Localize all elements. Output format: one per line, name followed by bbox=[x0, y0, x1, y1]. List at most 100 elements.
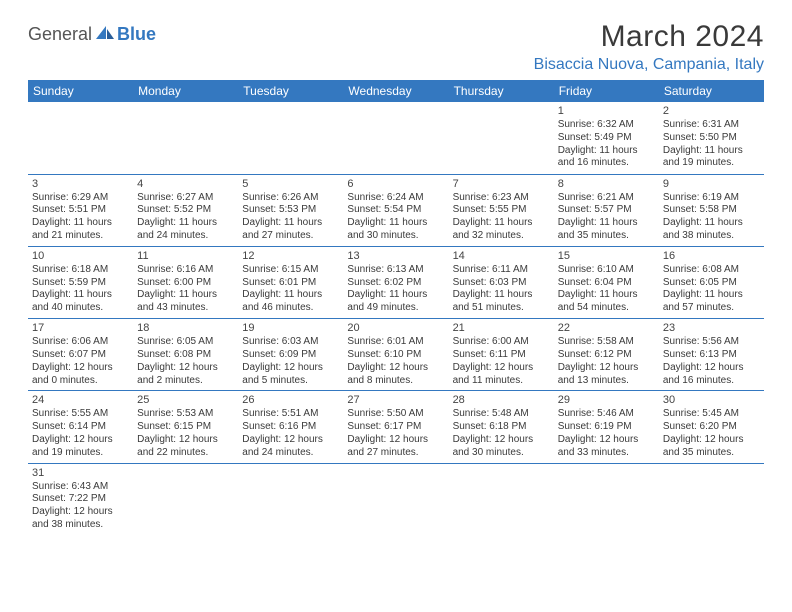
calendar-cell: 31Sunrise: 6:43 AMSunset: 7:22 PMDayligh… bbox=[28, 463, 133, 535]
calendar-cell: 15Sunrise: 6:10 AMSunset: 6:04 PMDayligh… bbox=[554, 246, 659, 318]
day-header: Friday bbox=[554, 80, 659, 102]
calendar-cell-empty bbox=[343, 102, 448, 174]
cell-line: Sunrise: 5:55 AM bbox=[32, 408, 129, 421]
cell-line: Sunrise: 6:03 AM bbox=[242, 336, 339, 349]
calendar-cell-empty bbox=[28, 102, 133, 174]
cell-line: Sunset: 6:15 PM bbox=[137, 421, 234, 434]
calendar-cell: 30Sunrise: 5:45 AMSunset: 6:20 PMDayligh… bbox=[659, 391, 764, 463]
calendar-cell: 29Sunrise: 5:46 AMSunset: 6:19 PMDayligh… bbox=[554, 391, 659, 463]
cell-line: Sunset: 5:57 PM bbox=[558, 204, 655, 217]
cell-line: Sunrise: 5:53 AM bbox=[137, 408, 234, 421]
cell-line: Daylight: 12 hours bbox=[663, 362, 760, 375]
day-number: 10 bbox=[32, 249, 129, 263]
day-header: Saturday bbox=[659, 80, 764, 102]
calendar-cell: 28Sunrise: 5:48 AMSunset: 6:18 PMDayligh… bbox=[449, 391, 554, 463]
cell-line: Sunrise: 5:50 AM bbox=[347, 408, 444, 421]
cell-line: and 43 minutes. bbox=[137, 302, 234, 315]
cell-line: Sunrise: 6:01 AM bbox=[347, 336, 444, 349]
calendar-cell: 1Sunrise: 6:32 AMSunset: 5:49 PMDaylight… bbox=[554, 102, 659, 174]
calendar-cell: 12Sunrise: 6:15 AMSunset: 6:01 PMDayligh… bbox=[238, 246, 343, 318]
cell-line: Sunset: 7:22 PM bbox=[32, 493, 129, 506]
cell-line: and 5 minutes. bbox=[242, 375, 339, 388]
cell-line: Sunset: 6:19 PM bbox=[558, 421, 655, 434]
day-number: 29 bbox=[558, 393, 655, 407]
cell-line: Sunrise: 6:32 AM bbox=[558, 119, 655, 132]
calendar-cell: 8Sunrise: 6:21 AMSunset: 5:57 PMDaylight… bbox=[554, 174, 659, 246]
calendar-cell-empty bbox=[238, 463, 343, 535]
day-number: 27 bbox=[347, 393, 444, 407]
calendar-cell: 27Sunrise: 5:50 AMSunset: 6:17 PMDayligh… bbox=[343, 391, 448, 463]
cell-line: Sunrise: 6:06 AM bbox=[32, 336, 129, 349]
day-number: 1 bbox=[558, 104, 655, 118]
month-title: March 2024 bbox=[534, 20, 764, 54]
cell-line: Sunset: 5:54 PM bbox=[347, 204, 444, 217]
day-number: 8 bbox=[558, 177, 655, 191]
cell-line: Daylight: 12 hours bbox=[558, 434, 655, 447]
cell-line: Daylight: 12 hours bbox=[453, 434, 550, 447]
cell-line: and 21 minutes. bbox=[32, 230, 129, 243]
calendar-row: 3Sunrise: 6:29 AMSunset: 5:51 PMDaylight… bbox=[28, 174, 764, 246]
cell-line: Sunset: 5:49 PM bbox=[558, 132, 655, 145]
cell-line: Sunset: 5:55 PM bbox=[453, 204, 550, 217]
cell-line: Sunrise: 6:05 AM bbox=[137, 336, 234, 349]
cell-line: Sunset: 5:53 PM bbox=[242, 204, 339, 217]
cell-line: Sunrise: 5:56 AM bbox=[663, 336, 760, 349]
day-number: 30 bbox=[663, 393, 760, 407]
cell-line: Sunrise: 5:46 AM bbox=[558, 408, 655, 421]
day-number: 2 bbox=[663, 104, 760, 118]
calendar-cell: 26Sunrise: 5:51 AMSunset: 6:16 PMDayligh… bbox=[238, 391, 343, 463]
cell-line: Sunrise: 5:51 AM bbox=[242, 408, 339, 421]
calendar-cell: 22Sunrise: 5:58 AMSunset: 6:12 PMDayligh… bbox=[554, 319, 659, 391]
cell-line: and 11 minutes. bbox=[453, 375, 550, 388]
cell-line: and 13 minutes. bbox=[558, 375, 655, 388]
cell-line: Sunrise: 6:16 AM bbox=[137, 264, 234, 277]
cell-line: and 27 minutes. bbox=[242, 230, 339, 243]
day-number: 15 bbox=[558, 249, 655, 263]
cell-line: and 24 minutes. bbox=[242, 447, 339, 460]
day-number: 25 bbox=[137, 393, 234, 407]
cell-line: and 24 minutes. bbox=[137, 230, 234, 243]
calendar-cell: 18Sunrise: 6:05 AMSunset: 6:08 PMDayligh… bbox=[133, 319, 238, 391]
day-header: Thursday bbox=[449, 80, 554, 102]
calendar-cell-empty bbox=[133, 463, 238, 535]
calendar-cell: 10Sunrise: 6:18 AMSunset: 5:59 PMDayligh… bbox=[28, 246, 133, 318]
cell-line: Sunset: 6:14 PM bbox=[32, 421, 129, 434]
title-block: March 2024 Bisaccia Nuova, Campania, Ita… bbox=[534, 20, 764, 74]
cell-line: Sunset: 6:00 PM bbox=[137, 277, 234, 290]
cell-line: Sunset: 6:18 PM bbox=[453, 421, 550, 434]
cell-line: Daylight: 12 hours bbox=[347, 362, 444, 375]
cell-line: Sunrise: 6:18 AM bbox=[32, 264, 129, 277]
cell-line: and 30 minutes. bbox=[347, 230, 444, 243]
day-header: Sunday bbox=[28, 80, 133, 102]
cell-line: Daylight: 11 hours bbox=[663, 289, 760, 302]
day-header: Wednesday bbox=[343, 80, 448, 102]
cell-line: Sunset: 5:50 PM bbox=[663, 132, 760, 145]
cell-line: Sunset: 5:52 PM bbox=[137, 204, 234, 217]
cell-line: and 49 minutes. bbox=[347, 302, 444, 315]
cell-line: Sunset: 6:09 PM bbox=[242, 349, 339, 362]
day-number: 5 bbox=[242, 177, 339, 191]
cell-line: and 2 minutes. bbox=[137, 375, 234, 388]
day-number: 14 bbox=[453, 249, 550, 263]
calendar-cell: 21Sunrise: 6:00 AMSunset: 6:11 PMDayligh… bbox=[449, 319, 554, 391]
calendar-body: 1Sunrise: 6:32 AMSunset: 5:49 PM Daylight… bbox=[28, 102, 764, 535]
day-header-row: SundayMondayTuesdayWednesdayThursdayFrid… bbox=[28, 80, 764, 102]
cell-line: Sunrise: 6:10 AM bbox=[558, 264, 655, 277]
cell-line: Sunrise: 6:00 AM bbox=[453, 336, 550, 349]
day-header: Monday bbox=[133, 80, 238, 102]
cell-line: Sunrise: 6:23 AM bbox=[453, 192, 550, 205]
calendar-cell: 19Sunrise: 6:03 AMSunset: 6:09 PMDayligh… bbox=[238, 319, 343, 391]
cell-line: Daylight: 11 hours bbox=[137, 289, 234, 302]
calendar-cell-empty bbox=[554, 463, 659, 535]
calendar-cell-empty bbox=[449, 463, 554, 535]
cell-line: Sunrise: 6:15 AM bbox=[242, 264, 339, 277]
cell-line: Daylight: 12 hours bbox=[32, 434, 129, 447]
calendar-cell: 17Sunrise: 6:06 AMSunset: 6:07 PMDayligh… bbox=[28, 319, 133, 391]
calendar-row: 10Sunrise: 6:18 AMSunset: 5:59 PMDayligh… bbox=[28, 246, 764, 318]
calendar-cell: 3Sunrise: 6:29 AMSunset: 5:51 PMDaylight… bbox=[28, 174, 133, 246]
day-number: 20 bbox=[347, 321, 444, 335]
calendar-cell-empty bbox=[133, 102, 238, 174]
cell-line: Sunrise: 6:31 AM bbox=[663, 119, 760, 132]
calendar-cell: 24Sunrise: 5:55 AMSunset: 6:14 PMDayligh… bbox=[28, 391, 133, 463]
cell-line: Daylight: 11 hours bbox=[558, 217, 655, 230]
